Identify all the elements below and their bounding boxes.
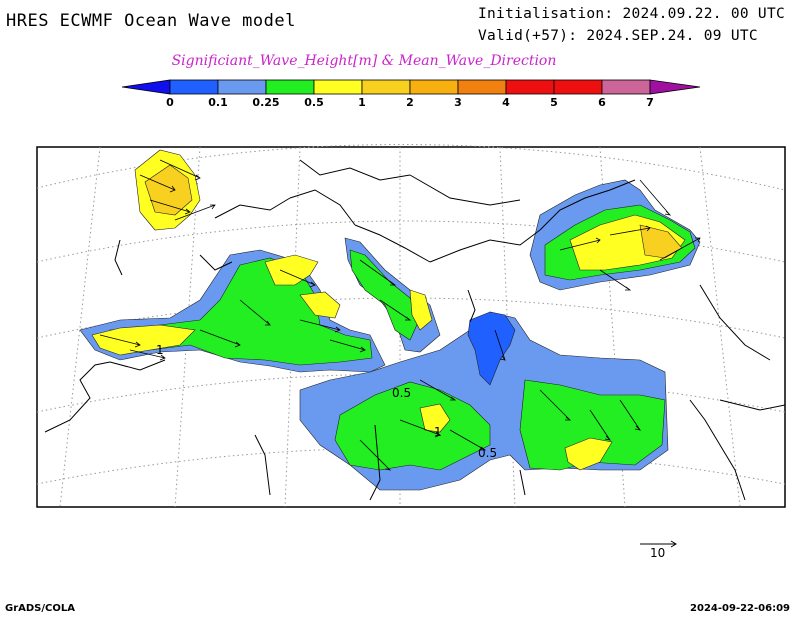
legend-label-0: 0: [166, 96, 174, 109]
legend-box-7: [457, 79, 507, 95]
legend-label-5: 2: [406, 96, 414, 109]
legend-box-3: [265, 79, 315, 95]
legend-label-4: 1: [358, 96, 366, 109]
legend-arrow-left: [121, 79, 171, 95]
legend-box-4: [313, 79, 363, 95]
legend-box-5: [361, 79, 411, 95]
legend-label-3: 0.5: [304, 96, 324, 109]
contour-label: 0.5: [392, 386, 412, 400]
legend-arrow-right: [649, 79, 701, 95]
legend-label-7: 4: [502, 96, 510, 109]
wave-direction-arrows: [99, 159, 701, 471]
legend-label-6: 3: [454, 96, 462, 109]
legend-label-8: 5: [550, 96, 558, 109]
contour-label: 1: [434, 425, 442, 439]
coastlines: [44, 159, 786, 501]
legend-box-6: [409, 79, 459, 95]
reference-vector: [640, 540, 677, 548]
legend-box-8: [505, 79, 555, 95]
footer-timestamp: 2024-09-22-06:09: [690, 603, 790, 614]
color-legend: [121, 79, 701, 95]
legend-label-2: 0.25: [252, 96, 280, 109]
initialisation-time: Initialisation: 2024.09.22. 00 UTC: [478, 6, 786, 22]
legend-label-1: 0.1: [208, 96, 228, 109]
contour-label: 0.5: [478, 446, 498, 460]
legend-box-2: [217, 79, 267, 95]
contour-label: 1: [156, 343, 164, 357]
footer-software: GrADS/COLA: [5, 603, 75, 614]
wave-field-higher: [144, 164, 683, 259]
legend-box-9: [553, 79, 603, 95]
chart-title: HRES ECWMF Ocean Wave model: [6, 11, 296, 31]
chart-subtitle: Significiant_Wave_Height[m] & Mean_Wave_…: [171, 53, 557, 69]
legend-box-1: [169, 79, 219, 95]
valid-time: Valid(+57): 2024.SEP.24. 09 UTC: [478, 28, 758, 44]
legend-label-9: 6: [598, 96, 606, 109]
legend-label-10: 7: [646, 96, 654, 109]
reference-vector-label: 10: [650, 546, 666, 560]
legend-box-10: [601, 79, 651, 95]
wave-field-very-low: [467, 311, 516, 386]
